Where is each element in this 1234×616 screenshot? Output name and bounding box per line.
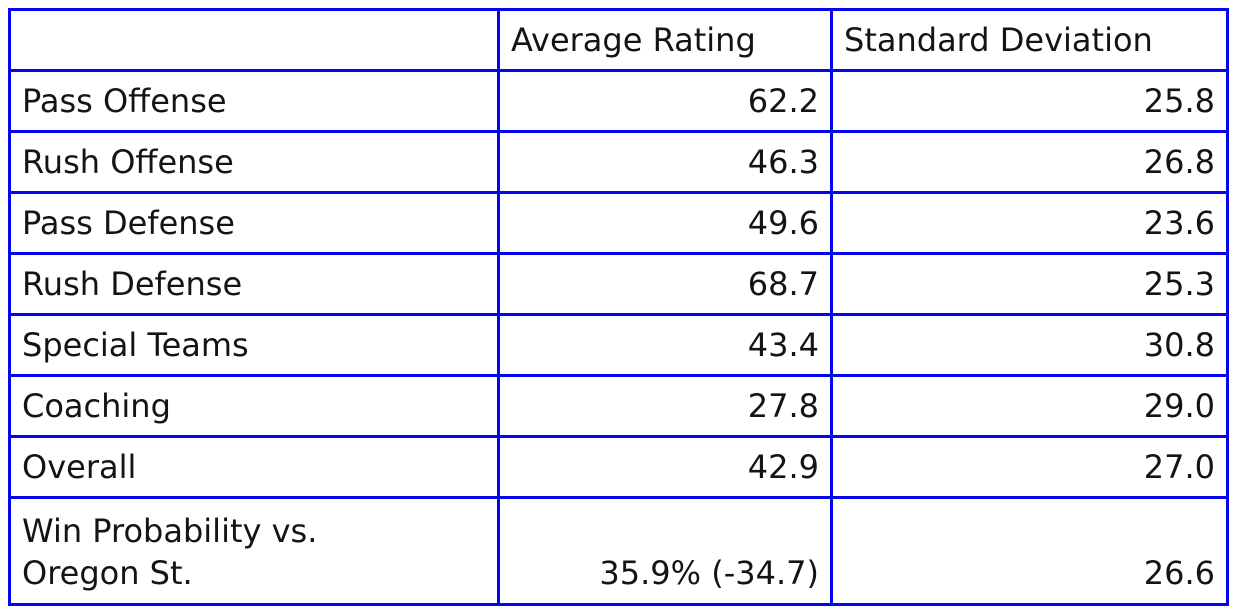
avg-rating-value: 43.4 (497, 313, 833, 377)
avg-rating-value: 35.9% (-34.7) (497, 496, 833, 606)
row-label: Rush Defense (8, 252, 500, 316)
table-row-pass-defense: Pass Defense 49.6 23.6 (8, 191, 1229, 255)
std-dev-value: 23.6 (830, 191, 1229, 255)
table-body: Pass Offense 62.2 25.8 Rush Offense 46.3… (8, 69, 1229, 606)
std-dev-value: 26.6 (830, 496, 1229, 606)
table-row-win-probability: Win Probability vs. Oregon St. 35.9% (-3… (8, 496, 1229, 606)
row-label: Rush Offense (8, 130, 500, 194)
header-standard-deviation: Standard Deviation (830, 8, 1229, 72)
std-dev-value: 26.8 (830, 130, 1229, 194)
avg-rating-value: 42.9 (497, 435, 833, 499)
table-row-special-teams: Special Teams 43.4 30.8 (8, 313, 1229, 377)
std-dev-value: 30.8 (830, 313, 1229, 377)
table-header: Average Rating Standard Deviation (8, 8, 1229, 72)
std-dev-value: 29.0 (830, 374, 1229, 438)
table-row-rush-defense: Rush Defense 68.7 25.3 (8, 252, 1229, 316)
row-label: Pass Offense (8, 69, 500, 133)
row-label: Coaching (8, 374, 500, 438)
table-row-pass-offense: Pass Offense 62.2 25.8 (8, 69, 1229, 133)
row-label: Win Probability vs. Oregon St. (8, 496, 500, 606)
header-empty-cell (8, 8, 500, 72)
header-row: Average Rating Standard Deviation (8, 8, 1229, 72)
table-row-coaching: Coaching 27.8 29.0 (8, 374, 1229, 438)
avg-rating-value: 49.6 (497, 191, 833, 255)
avg-rating-value: 68.7 (497, 252, 833, 316)
header-average-rating: Average Rating (497, 8, 833, 72)
std-dev-value: 25.3 (830, 252, 1229, 316)
std-dev-value: 27.0 (830, 435, 1229, 499)
std-dev-value: 25.8 (830, 69, 1229, 133)
ratings-table: Average Rating Standard Deviation Pass O… (8, 8, 1229, 606)
table-row-overall: Overall 42.9 27.0 (8, 435, 1229, 499)
row-label: Overall (8, 435, 500, 499)
row-label: Pass Defense (8, 191, 500, 255)
row-label: Special Teams (8, 313, 500, 377)
avg-rating-value: 46.3 (497, 130, 833, 194)
avg-rating-value: 27.8 (497, 374, 833, 438)
avg-rating-value: 62.2 (497, 69, 833, 133)
table-row-rush-offense: Rush Offense 46.3 26.8 (8, 130, 1229, 194)
